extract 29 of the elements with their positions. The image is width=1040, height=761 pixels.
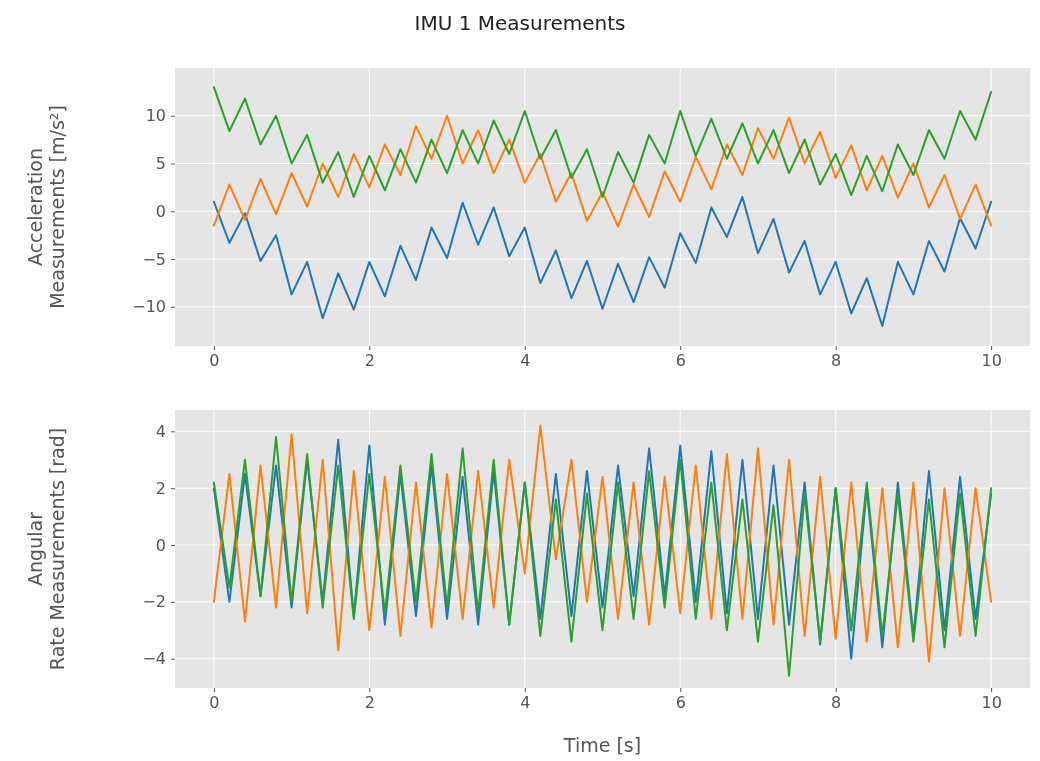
x-tick-label: 10 — [981, 351, 1002, 371]
x-tick-label: 4 — [520, 351, 531, 371]
x-tick-label: 6 — [675, 693, 686, 713]
y-tick-label: −2 — [142, 592, 166, 612]
line-series — [212, 86, 993, 198]
x-tick-label: 4 — [520, 693, 531, 713]
x-tick-label: 10 — [981, 693, 1002, 713]
y-tick-label: −5 — [142, 249, 166, 269]
y-tick-label: 4 — [155, 421, 166, 441]
y-tick-label: 2 — [155, 478, 166, 498]
y-axis-title: Acceleration Measurements [m/s²] — [24, 105, 68, 309]
x-tick-label: 6 — [675, 351, 686, 371]
x-axis-title: Time [s] — [562, 734, 642, 756]
y-tick-label: 5 — [155, 154, 166, 174]
chart-title: IMU 1 Measurements — [414, 11, 626, 35]
x-tick-label: 0 — [209, 693, 220, 713]
x-tick-label: 8 — [831, 693, 842, 713]
y-axis-title: Angular Rate Measurements [rad] — [24, 427, 68, 671]
y-tick-label: 0 — [155, 201, 166, 221]
x-tick-label: 8 — [831, 351, 842, 371]
y-tick-label: 10 — [145, 106, 166, 126]
line-series — [212, 114, 993, 228]
x-tick-label: 0 — [209, 351, 220, 371]
x-tick-label: 2 — [364, 693, 375, 713]
y-tick-label: 0 — [155, 535, 166, 555]
x-tick-label: 2 — [364, 351, 375, 371]
line-series — [212, 195, 993, 327]
y-tick-label: −4 — [142, 649, 166, 669]
y-tick-label: −10 — [132, 297, 166, 317]
